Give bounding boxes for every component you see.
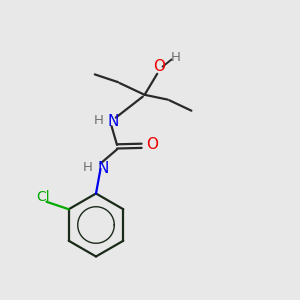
Text: Cl: Cl bbox=[36, 190, 50, 204]
Text: H: H bbox=[171, 51, 181, 64]
Text: O: O bbox=[146, 137, 158, 152]
Text: H: H bbox=[94, 114, 103, 127]
Text: N: N bbox=[108, 114, 119, 129]
Text: N: N bbox=[97, 161, 109, 176]
Text: O: O bbox=[153, 59, 165, 74]
Text: H: H bbox=[83, 161, 93, 174]
